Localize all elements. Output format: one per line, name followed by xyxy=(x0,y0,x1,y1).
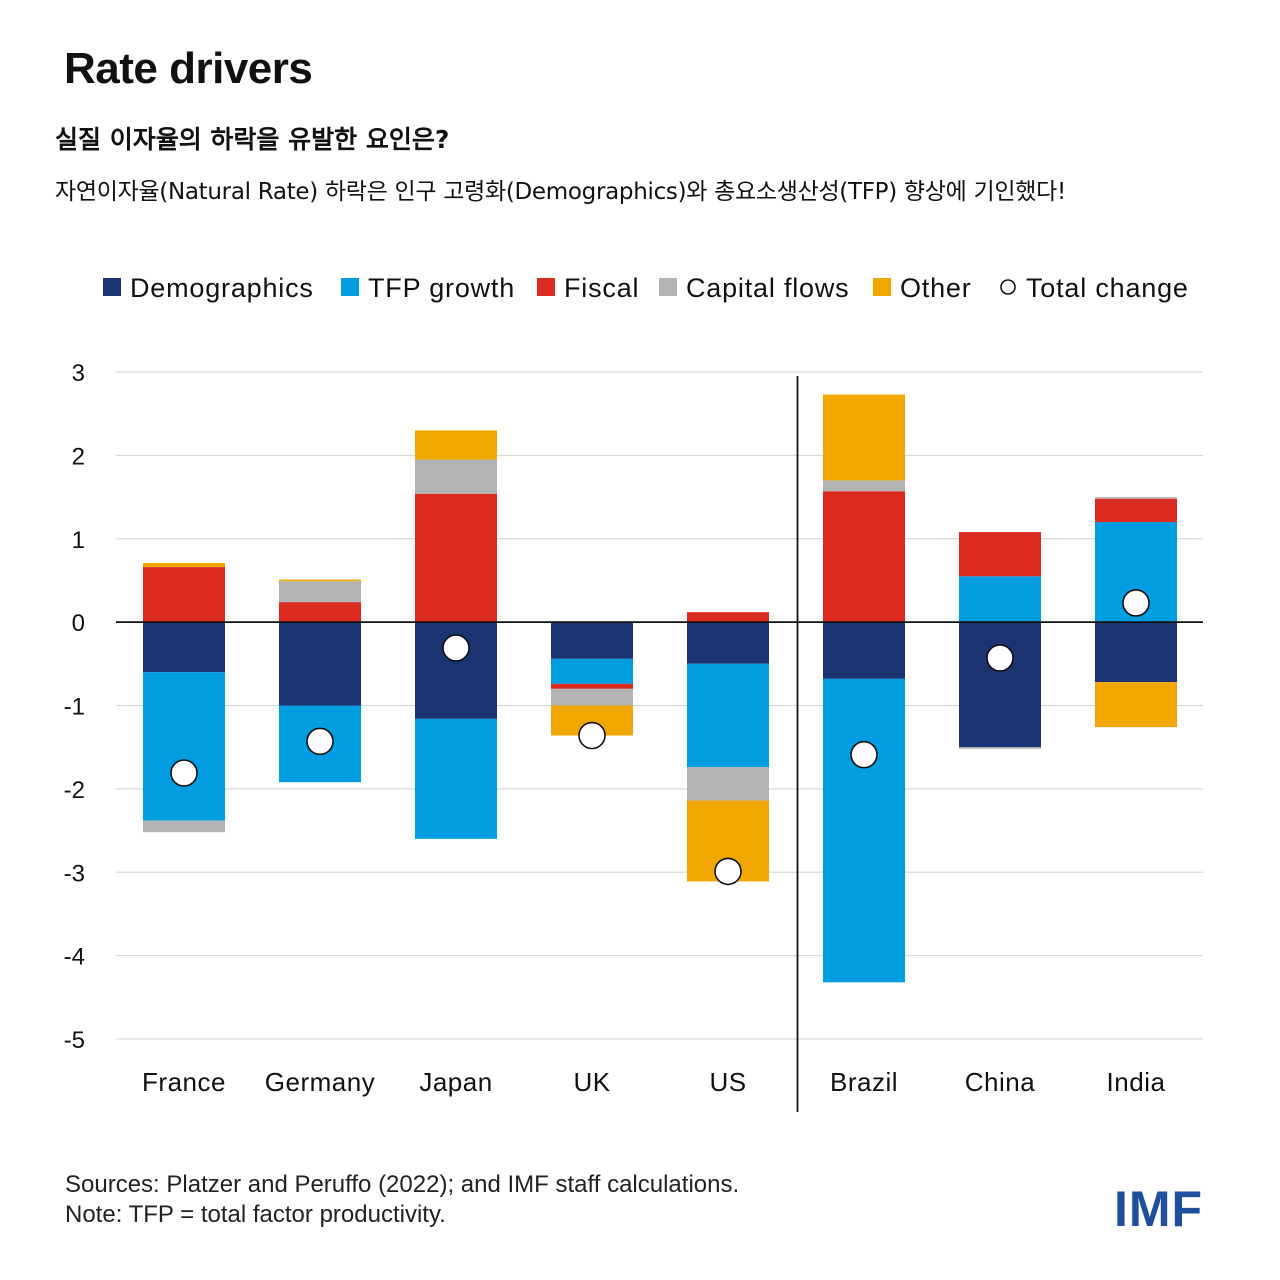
stacked-bar-chart: 3 2 1 0 -1 -2 -3 -4 -5 France Germany Japan UK US Bra… xyxy=(64,273,1203,1112)
x-category-label: Germany xyxy=(265,1067,375,1097)
x-category-label: India xyxy=(1107,1067,1166,1097)
x-category-label: US xyxy=(709,1067,746,1097)
legend-label: Total change xyxy=(1026,273,1189,303)
total-change-marker-japan xyxy=(442,634,470,662)
tfp-note: Note: TFP = total factor productivity. xyxy=(65,1201,446,1228)
total-change-marker-us xyxy=(714,857,742,886)
bar-france-other xyxy=(143,562,225,568)
legend-swatch-tfp-growth xyxy=(341,278,359,296)
bar-japan-other xyxy=(415,430,497,460)
bar-france-capital-flows xyxy=(143,820,225,833)
x-category-label: China xyxy=(965,1067,1035,1097)
y-tick-label: -2 xyxy=(64,777,85,804)
total-change-marker-uk xyxy=(578,721,606,750)
legend-label: Fiscal xyxy=(564,273,639,303)
bar-brazil-tfp-growth xyxy=(823,678,905,983)
gridlines: 3 2 1 0 -1 -2 -3 -4 -5 xyxy=(64,360,1203,1054)
bar-india-fiscal xyxy=(1095,498,1177,523)
legend-swatch-other xyxy=(873,278,891,296)
chart-title: Rate drivers xyxy=(64,44,313,93)
x-category-label: UK xyxy=(573,1067,610,1097)
bar-china-fiscal xyxy=(959,532,1041,577)
bar-japan-fiscal xyxy=(415,493,497,623)
axes: France Germany Japan UK US Brazil China India xyxy=(116,376,1203,1112)
total-change-marker-france xyxy=(170,759,198,787)
bar-us-tfp-growth xyxy=(687,663,769,768)
chart-description: 자연이자율(Natural Rate) 하락은 인구 고령화(Demograph… xyxy=(55,179,1066,205)
bar-brazil-capital-flows xyxy=(823,480,905,492)
bar-uk-fiscal xyxy=(551,683,633,689)
y-tick-label: -5 xyxy=(64,1027,85,1054)
legend: Demographics TFP growth Fiscal Capital flow… xyxy=(103,273,1189,303)
bar-germany-fiscal xyxy=(279,602,361,623)
legend-swatch-fiscal xyxy=(537,278,555,296)
total-change-markers xyxy=(170,589,1150,886)
bar-india-other xyxy=(1095,682,1177,728)
x-category-label: Japan xyxy=(419,1067,492,1097)
legend-label: Demographics xyxy=(130,273,314,303)
bar-germany-other xyxy=(279,579,361,582)
bar-brazil-other xyxy=(823,394,905,481)
bar-us-fiscal xyxy=(687,612,769,623)
total-change-marker-china xyxy=(986,644,1014,672)
bar-china-capital-flows xyxy=(959,747,1041,749)
bar-us-capital-flows xyxy=(687,767,769,801)
bar-france-demographics xyxy=(143,622,225,673)
legend-label: Capital flows xyxy=(686,273,849,303)
bar-india-demographics xyxy=(1095,622,1177,683)
y-tick-label: 1 xyxy=(72,527,85,554)
y-tick-label: 2 xyxy=(72,443,85,470)
y-tick-label: -4 xyxy=(64,944,85,971)
total-change-marker-india xyxy=(1122,589,1150,617)
bar-germany-capital-flows xyxy=(279,581,361,603)
bar-india-capital-flows xyxy=(1095,497,1177,499)
bar-japan-capital-flows xyxy=(415,459,497,494)
legend-swatch-total-change xyxy=(1000,279,1016,295)
x-category-label: Brazil xyxy=(830,1067,898,1097)
legend-swatch-capital-flows xyxy=(659,278,677,296)
bar-uk-capital-flows xyxy=(551,688,633,706)
imf-logo: IMF xyxy=(1114,1181,1204,1237)
bar-france-tfp-growth xyxy=(143,672,225,821)
legend-label: TFP growth xyxy=(368,273,515,303)
bar-brazil-demographics xyxy=(823,622,905,679)
x-category-label: France xyxy=(142,1067,226,1097)
bar-china-demographics xyxy=(959,622,1041,748)
legend-swatch-demographics xyxy=(103,278,121,296)
y-tick-label: 0 xyxy=(72,610,85,637)
footer: Sources: Platzer and Peruffo (2022); and… xyxy=(65,1170,739,1230)
bars xyxy=(143,394,1177,983)
bar-uk-demographics xyxy=(551,622,633,659)
total-change-marker-brazil xyxy=(850,740,878,769)
source-note: Sources: Platzer and Peruffo (2022); and… xyxy=(65,1171,740,1198)
bar-germany-demographics xyxy=(279,622,361,706)
bar-uk-tfp-growth xyxy=(551,658,633,684)
bar-france-fiscal xyxy=(143,567,225,623)
bar-china-tfp-growth xyxy=(959,576,1041,623)
bar-brazil-fiscal xyxy=(823,491,905,623)
bar-us-demographics xyxy=(687,622,769,664)
y-tick-label: -3 xyxy=(64,860,85,887)
total-change-marker-germany xyxy=(306,727,334,756)
legend-label: Other xyxy=(900,273,972,303)
chart-subtitle: 실질 이자율의 하락을 유발한 요인은? xyxy=(55,125,450,154)
bar-japan-tfp-growth xyxy=(415,718,497,839)
y-tick-label: -1 xyxy=(64,694,85,721)
y-tick-label: 3 xyxy=(72,360,85,387)
